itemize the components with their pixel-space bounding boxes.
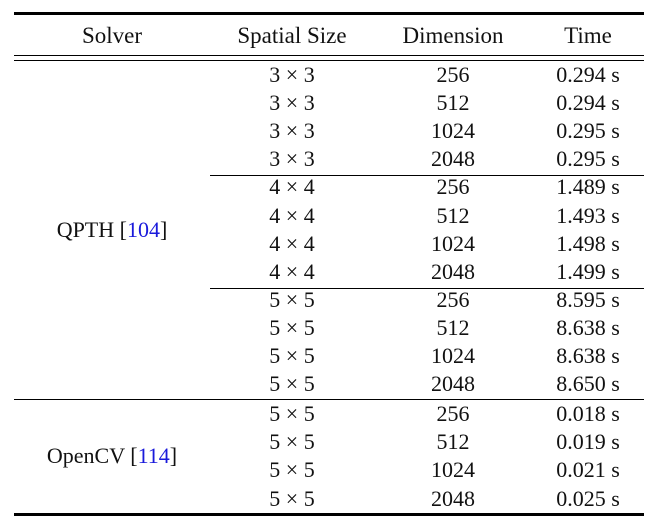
header-time: Time [564, 23, 612, 48]
cell-time: 0.295 s [556, 118, 620, 144]
cell-dimension: 2048 [431, 485, 475, 511]
top-rule [14, 12, 644, 15]
cell-spatial-size: 3 × 3 [269, 62, 315, 87]
cell-spatial-size: 4 × 4 [269, 174, 315, 200]
cell-spatial-size: 3 × 3 [269, 90, 315, 116]
cell-spatial-size: 5 × 5 [269, 429, 315, 455]
cell-spatial-size: 5 × 5 [269, 401, 315, 427]
cell-time: 8.638 s [556, 343, 620, 368]
header-dimension: Dimension [402, 23, 504, 48]
cell-spatial-size: 4 × 4 [269, 230, 315, 256]
cell-spatial-size: 3 × 3 [269, 118, 315, 144]
cell-dimension: 1024 [431, 457, 475, 483]
block-divider [210, 175, 644, 176]
cell-dimension: 256 [436, 401, 470, 427]
cell-time: 0.018 s [556, 401, 620, 427]
citation-link[interactable]: 104 [126, 216, 160, 242]
cell-dimension: 256 [436, 174, 470, 200]
cell-dimension: 2048 [431, 146, 475, 172]
cell-time: 8.638 s [556, 314, 620, 340]
cell-time: 8.650 s [556, 371, 620, 397]
cell-spatial-size: 4 × 4 [269, 202, 315, 228]
cell-spatial-size: 5 × 5 [269, 343, 315, 368]
cell-dimension: 2048 [431, 371, 475, 397]
cell-spatial-size: 3 × 3 [269, 146, 315, 172]
cell-time: 0.294 s [556, 62, 620, 87]
header-solver: Solver [81, 23, 143, 48]
cell-time: 0.025 s [556, 485, 620, 511]
solver-label: QPTH [104] [56, 216, 168, 242]
cell-dimension: 2048 [431, 258, 475, 284]
cell-dimension: 256 [436, 286, 470, 312]
cell-spatial-size: 5 × 5 [269, 457, 315, 483]
cell-time: 1.493 s [556, 202, 620, 228]
cell-time: 1.499 s [556, 258, 620, 284]
cell-time: 0.021 s [556, 457, 620, 483]
cell-time: 0.295 s [556, 146, 620, 172]
cell-spatial-size: 5 × 5 [269, 371, 315, 397]
cell-spatial-size: 5 × 5 [269, 314, 315, 340]
cell-spatial-size: 5 × 5 [269, 485, 315, 511]
cell-dimension: 1024 [431, 118, 475, 144]
cell-dimension: 512 [436, 90, 470, 116]
cell-dimension: 256 [436, 62, 470, 87]
cell-dimension: 512 [436, 314, 470, 340]
solver-label: OpenCV [114] [46, 443, 178, 469]
cell-spatial-size: 5 × 5 [269, 286, 315, 312]
solver-name: QPTH [56, 216, 115, 242]
group-divider [14, 399, 644, 400]
cell-time: 0.019 s [556, 429, 620, 455]
cell-dimension: 1024 [431, 230, 475, 256]
cell-dimension: 512 [436, 429, 470, 455]
cell-dimension: 1024 [431, 343, 475, 368]
cell-dimension: 512 [436, 202, 470, 228]
cell-time: 0.294 s [556, 90, 620, 116]
header-spatial-size: Spatial Size [237, 23, 347, 48]
cell-time: 1.498 s [556, 230, 620, 256]
header-rule-lower [14, 60, 644, 61]
citation-link[interactable]: 114 [137, 443, 170, 469]
cell-spatial-size: 4 × 4 [269, 258, 315, 284]
solver-name: OpenCV [46, 443, 125, 469]
bottom-rule [14, 513, 644, 516]
header-rule-upper [14, 55, 644, 56]
cell-time: 1.489 s [556, 174, 620, 200]
cell-time: 8.595 s [556, 286, 620, 312]
block-divider [210, 288, 644, 289]
